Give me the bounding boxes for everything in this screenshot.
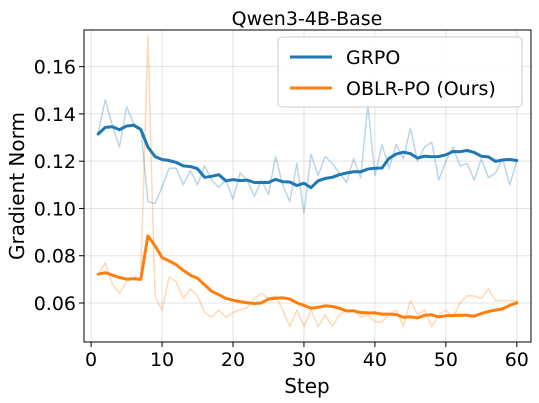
chart-title: Qwen3-4B-Base bbox=[232, 8, 383, 30]
series-smoothed-lines bbox=[96, 123, 519, 320]
series-raw-lines bbox=[97, 35, 518, 328]
x-tick-label: 40 bbox=[363, 349, 387, 371]
x-axis-label: Step bbox=[284, 374, 330, 398]
y-tick-label: 0.08 bbox=[34, 246, 76, 268]
x-tick-label: 60 bbox=[505, 349, 529, 371]
series-raw-line-oblr-po bbox=[97, 35, 517, 328]
series-smoothed-line-grpo bbox=[96, 123, 519, 190]
y-tick-label: 0.12 bbox=[34, 151, 76, 173]
x-tick-label: 0 bbox=[85, 349, 97, 371]
y-tick-label: 0.10 bbox=[34, 198, 76, 220]
x-tick-label: 10 bbox=[150, 349, 174, 371]
legend: GRPO OBLR-PO (Ours) bbox=[277, 36, 523, 108]
y-tick-label: 0.16 bbox=[34, 57, 76, 79]
series-smoothed-line-oblr-po bbox=[96, 234, 519, 320]
y-tick-label: 0.14 bbox=[34, 104, 76, 126]
x-tick-label: 30 bbox=[292, 349, 316, 371]
legend-label-oblr-po: OBLR-PO (Ours) bbox=[346, 78, 496, 100]
x-axis-ticks: 0 10 20 30 40 50 60 bbox=[85, 342, 529, 371]
plot-frame bbox=[83, 29, 532, 343]
y-tick-label: 0.06 bbox=[34, 293, 76, 315]
y-axis-label: Gradient Norm bbox=[5, 112, 29, 260]
legend-box bbox=[277, 36, 523, 108]
series-raw-line-grpo bbox=[97, 98, 518, 214]
legend-label-grpo: GRPO bbox=[346, 47, 400, 69]
x-tick-label: 20 bbox=[221, 349, 245, 371]
x-tick-label: 50 bbox=[434, 349, 458, 371]
y-axis-ticks: 0.06 0.08 0.10 0.12 0.14 0.16 bbox=[34, 57, 84, 315]
